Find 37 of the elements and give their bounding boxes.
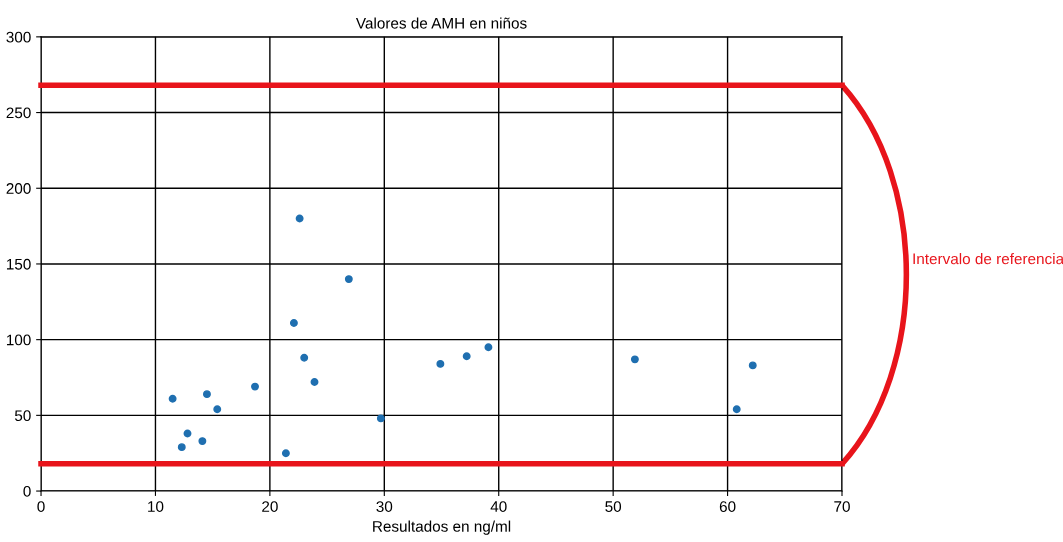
x-tick-label: 20 xyxy=(262,501,278,512)
x-tick-label: 10 xyxy=(148,501,164,512)
point xyxy=(183,429,192,438)
y-tick-label: 100 xyxy=(6,334,31,346)
x-tick-label: 70 xyxy=(834,501,850,512)
point xyxy=(289,319,298,327)
x-tick-label: 50 xyxy=(605,501,622,512)
chart-title: Valores de AMH en niños xyxy=(355,17,527,29)
point xyxy=(177,443,186,452)
point xyxy=(484,343,493,352)
point xyxy=(310,378,319,386)
point xyxy=(281,449,290,458)
y-tick-label: 150 xyxy=(6,258,31,270)
x-axis-title: Resultados en ng/ml xyxy=(373,520,511,535)
point xyxy=(344,275,353,284)
point xyxy=(300,353,309,362)
y-tick-label: 200 xyxy=(6,183,31,194)
x-tick-label: 60 xyxy=(719,501,736,512)
y-tick-label: 250 xyxy=(6,107,31,119)
point xyxy=(198,437,207,446)
point xyxy=(748,361,757,370)
point xyxy=(376,414,385,423)
point xyxy=(202,390,211,399)
y-tick-label: 50 xyxy=(14,410,31,422)
x-tick-label: 40 xyxy=(490,501,507,512)
point xyxy=(436,359,445,368)
y-tick-label: 0 xyxy=(23,485,31,497)
point xyxy=(732,405,741,414)
point xyxy=(213,405,222,414)
point xyxy=(168,394,177,403)
point xyxy=(251,382,259,391)
point xyxy=(295,214,304,223)
x-tick-label: 0 xyxy=(37,501,45,512)
y-tick-label: 300 xyxy=(6,31,31,43)
point xyxy=(630,355,639,364)
point xyxy=(462,352,471,361)
x-tick-label: 30 xyxy=(376,501,393,512)
